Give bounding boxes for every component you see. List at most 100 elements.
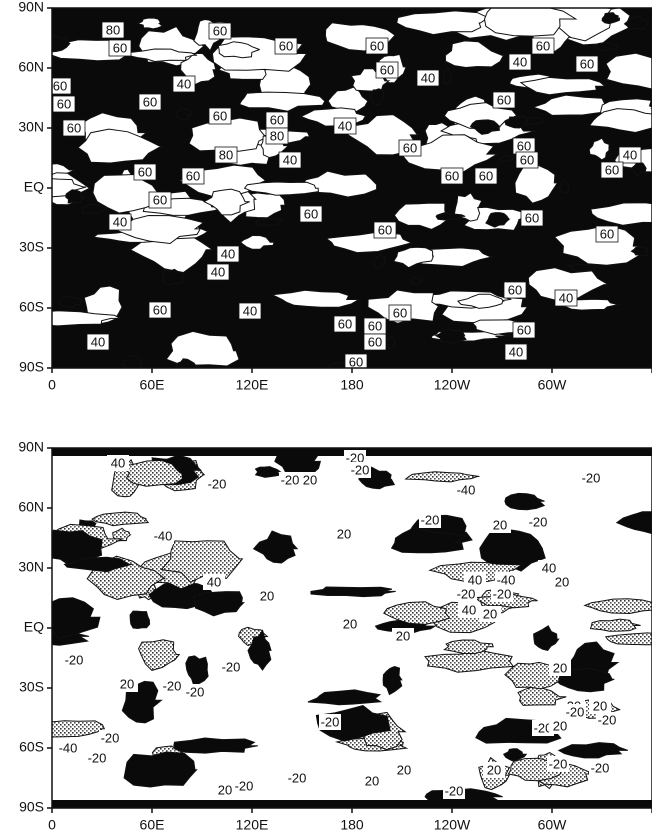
label-box [538,560,560,576]
label-box [108,213,132,231]
contour-label: -40 [59,740,78,755]
lat-label: 30N [18,559,44,575]
anomaly-region [390,527,468,554]
lon-label: 180 [340,377,364,393]
anomaly-region [604,632,652,646]
label-box [551,574,573,590]
anomaly-region [129,610,151,630]
contour-label: 60 [536,38,550,53]
label-box [440,167,464,185]
contour-label: 40 [623,147,637,162]
contour-region [81,203,108,215]
lon-label: 120E [236,817,269,833]
contour-label: 60 [393,305,407,320]
anomaly-region [247,629,272,671]
contour-label: -20 [346,450,365,465]
label-box [152,528,174,544]
label-box [286,770,308,786]
contour-label: 40 [207,574,221,589]
label-box [483,762,505,778]
label-box [52,95,76,113]
lon-label: 0 [48,377,56,393]
label-box [299,205,323,223]
contour-region [444,40,505,69]
contour-label: 60 [525,210,539,225]
contour-label: 20 [260,588,274,603]
contour-label: 60 [605,162,619,177]
contour-region [92,173,160,214]
label-box [172,75,196,93]
lon-label: 180 [340,817,364,833]
contour-label: 60 [138,164,152,179]
lon-label: 120E [236,377,269,393]
contour-label: 40 [111,455,125,470]
contour-label: 60 [113,40,127,55]
contour-label: -20 [163,678,182,693]
contour-region [601,12,621,25]
contour-label: 20 [593,698,607,713]
contour-label: 20 [396,628,410,643]
label-box [278,151,302,169]
lat-label: 90S [19,799,44,815]
contour-label: 60 [270,112,284,127]
label-box [479,606,501,622]
contour-region [238,91,326,112]
anomaly-region [615,511,652,535]
contour-label: 20 [555,574,569,589]
anomaly-region [382,665,403,696]
label-box [57,740,79,756]
label-box [208,107,232,125]
label-box [373,221,397,239]
anomaly-region [583,598,652,615]
anomaly-region [517,685,567,706]
contour-label: 60 [338,316,352,331]
contour-region [392,246,435,269]
contour-label: 40 [221,246,235,261]
lat-label: 90S [19,359,44,375]
lon-label: 60W [538,817,568,833]
lon-label: 60W [538,377,568,393]
contour-label: 60 [517,138,531,153]
label-box [549,660,571,676]
label-box [339,616,361,632]
contour-region [243,181,319,196]
contour-region [65,189,86,204]
contour-label: 60 [143,94,157,109]
contour-label: -20 [351,462,370,477]
contour-label: 80 [270,128,284,143]
label-box [549,718,571,734]
label-box [203,574,225,590]
contour-label: -20 [529,514,548,529]
anomaly-region [557,742,628,759]
lat-label: 30N [18,119,44,135]
contour-label: -20 [591,760,610,775]
label-box [474,167,498,185]
label-box [181,167,205,185]
lat-label: 30S [19,239,44,255]
label-box [489,517,511,533]
label-box [515,151,539,169]
contour-region [175,106,192,121]
label-box [333,526,355,542]
anomaly-region [63,556,133,573]
anomaly-region [123,751,198,788]
label-box [388,304,412,322]
contour-label: -40 [154,528,173,543]
contour-label: -20 [534,720,553,735]
contour-label: -20 [566,704,585,719]
contour-label: 80 [106,22,120,37]
contour-region [519,76,607,96]
label-box [361,773,383,789]
lat-label: EQ [24,619,44,635]
contour-label: 40 [513,54,527,69]
label-box [208,22,232,40]
label-box [532,720,554,736]
anomaly-region [52,720,106,738]
lat-label: 60S [19,299,44,315]
contour-label: 40 [509,344,523,359]
contour-label: 20 [487,762,501,777]
contour-label: 60 [600,226,614,241]
contour-label: 60 [153,302,167,317]
label-box [618,146,642,164]
